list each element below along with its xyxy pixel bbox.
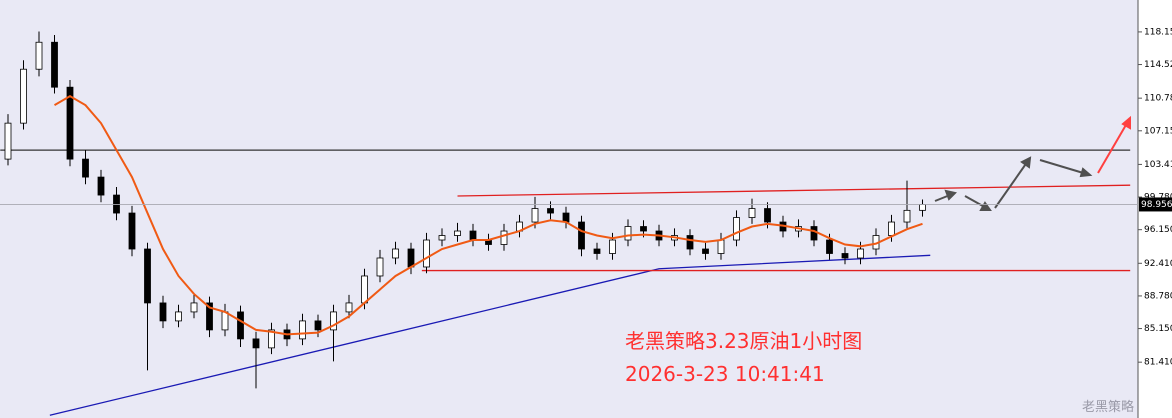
y-tick-label: 103.410 — [1144, 160, 1172, 170]
candle-body — [919, 204, 926, 211]
candle-body — [35, 41, 43, 70]
candle-body — [748, 208, 756, 218]
candle-body — [469, 230, 477, 241]
current-price-label: 98.956 — [1141, 200, 1172, 210]
candle-body — [857, 248, 864, 259]
arrowhead — [1121, 115, 1131, 130]
candle-body — [376, 257, 384, 277]
annotation-time: 2026-3-23 10:41:41 — [625, 362, 825, 386]
moving-average — [53, 95, 923, 336]
candle-body — [314, 320, 322, 331]
candle-body — [826, 239, 833, 254]
candle-body — [82, 158, 89, 178]
candle-body — [702, 248, 709, 254]
candle-body — [128, 212, 136, 250]
candle-body — [903, 209, 911, 223]
forecast-arrows — [934, 115, 1131, 211]
y-tick-label: 107.150 — [1144, 126, 1172, 136]
arrowhead — [1079, 167, 1093, 178]
candle-body — [500, 230, 508, 245]
candle-body — [438, 235, 446, 241]
candle-body — [361, 275, 368, 304]
y-tick-label: 81.410 — [1144, 358, 1172, 368]
candle-body — [454, 230, 461, 236]
candle-body — [686, 235, 694, 250]
candle-body — [252, 338, 260, 349]
candle-body — [717, 239, 725, 254]
candle-body — [810, 226, 818, 241]
y-tick-label: 92.410 — [1144, 259, 1172, 269]
candle-body — [609, 239, 616, 254]
candle-body — [578, 221, 585, 250]
candle-body — [190, 302, 198, 313]
y-tick-label: 110.780 — [1144, 94, 1172, 104]
candle-body — [97, 176, 105, 196]
candle-body — [423, 239, 430, 268]
watermark: 老黑策略 — [1082, 399, 1134, 415]
candle-body — [221, 311, 229, 331]
candle-body — [640, 226, 647, 232]
candle-body — [4, 122, 12, 160]
arrowhead — [1020, 156, 1032, 169]
candle-body — [531, 208, 539, 223]
candle-body — [888, 221, 895, 236]
candle-body — [345, 302, 353, 313]
candle-body — [144, 248, 151, 304]
candle-body — [175, 311, 182, 322]
arrow — [994, 157, 1031, 209]
y-tick-label: 88.780 — [1144, 291, 1172, 301]
candle-body — [733, 217, 740, 241]
candle-body — [51, 41, 58, 88]
y-tick-label: 85.150 — [1144, 324, 1172, 334]
candle-body — [20, 68, 27, 124]
plot-layer — [0, 31, 1131, 416]
candle-body — [593, 248, 601, 254]
trendline — [457, 184, 1131, 197]
y-tick-label: 96.150 — [1144, 225, 1172, 235]
candle-body — [237, 311, 244, 340]
candle-body — [547, 208, 554, 214]
y-tick-label: 118.150 — [1144, 27, 1172, 37]
y-tick-label: 114.520 — [1144, 60, 1172, 70]
candle-body — [299, 320, 306, 340]
candle-body — [841, 253, 849, 259]
candle-body — [407, 248, 415, 268]
trendline — [49, 254, 931, 416]
candle-body — [624, 226, 632, 241]
arrow — [1097, 117, 1131, 174]
current-price-box — [1139, 197, 1172, 212]
candle-body — [764, 208, 771, 223]
plot-background — [0, 0, 1138, 418]
annotation-title: 老黑策略3.23原油1小时图 — [625, 329, 862, 353]
arrowhead — [944, 189, 957, 201]
candle-body — [330, 311, 337, 331]
candle-body — [562, 212, 570, 223]
candle-body — [66, 86, 74, 160]
candle-body — [206, 302, 213, 331]
candle-body — [392, 248, 399, 259]
arrowhead — [979, 201, 992, 211]
candle-body — [159, 302, 167, 322]
candle-body — [268, 329, 275, 349]
